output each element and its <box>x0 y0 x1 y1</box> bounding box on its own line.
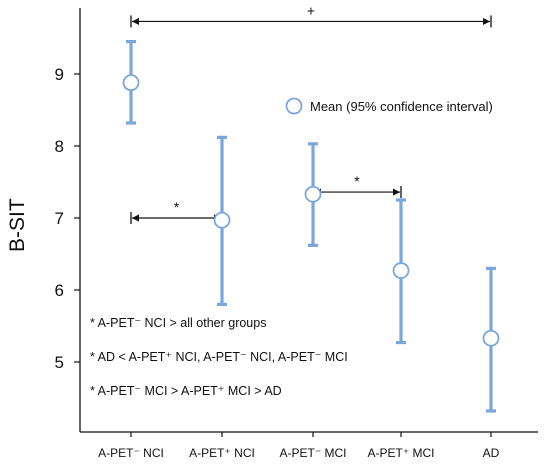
legend: Mean (95% confidence interval) <box>285 97 493 115</box>
annotation-text: * A-PET⁻ NCI > all other groups <box>90 316 266 330</box>
legend-marker <box>285 97 303 115</box>
x-tick-label: A-PET⁺ NCI <box>189 446 255 460</box>
y-tick-label: 7 <box>55 209 64 228</box>
legend-label: Mean (95% confidence interval) <box>310 99 493 114</box>
annotation-text: * AD < A-PET⁺ NCI, A-PET⁻ NCI, A-PET⁻ MC… <box>90 350 348 364</box>
x-tick-label: A-PET⁺ MCI <box>367 446 434 460</box>
y-ticks: 5 6 7 8 9 <box>55 65 80 372</box>
mean-point <box>304 185 322 203</box>
annotation-text: * A-PET⁻ MCI > A-PET⁺ MCI > AD <box>90 384 282 398</box>
bracket-arrow <box>393 188 400 196</box>
significance-label: + <box>307 2 315 18</box>
bracket-arrow <box>132 17 139 26</box>
mean-point <box>392 262 410 279</box>
x-tick-labels: A-PET⁻ NCI A-PET⁺ NCI A-PET⁻ MCI A-PET⁺ MCI… <box>98 432 500 460</box>
significance-label: * <box>174 199 180 215</box>
y-tick-label: 8 <box>55 137 64 156</box>
significance-label: * <box>354 173 360 189</box>
y-tick-label: 6 <box>55 281 64 300</box>
y-tick-label: 5 <box>55 353 64 372</box>
y-tick-label: 9 <box>55 65 64 84</box>
bracket-arrow <box>132 214 139 222</box>
x-tick-label: A-PET⁻ NCI <box>98 446 164 460</box>
mean-point <box>213 211 231 229</box>
data-series <box>122 39 500 413</box>
bracket-arrow <box>483 17 490 26</box>
mean-point <box>122 74 140 92</box>
y-axis-label: B-SIT <box>6 198 29 252</box>
x-tick-label: A-PET⁻ MCI <box>279 446 346 460</box>
axes <box>79 8 538 433</box>
mean-point <box>482 329 500 347</box>
x-tick-label: AD <box>483 446 500 460</box>
annotations: * A-PET⁻ NCI > all other groups * AD < A-… <box>90 316 348 398</box>
